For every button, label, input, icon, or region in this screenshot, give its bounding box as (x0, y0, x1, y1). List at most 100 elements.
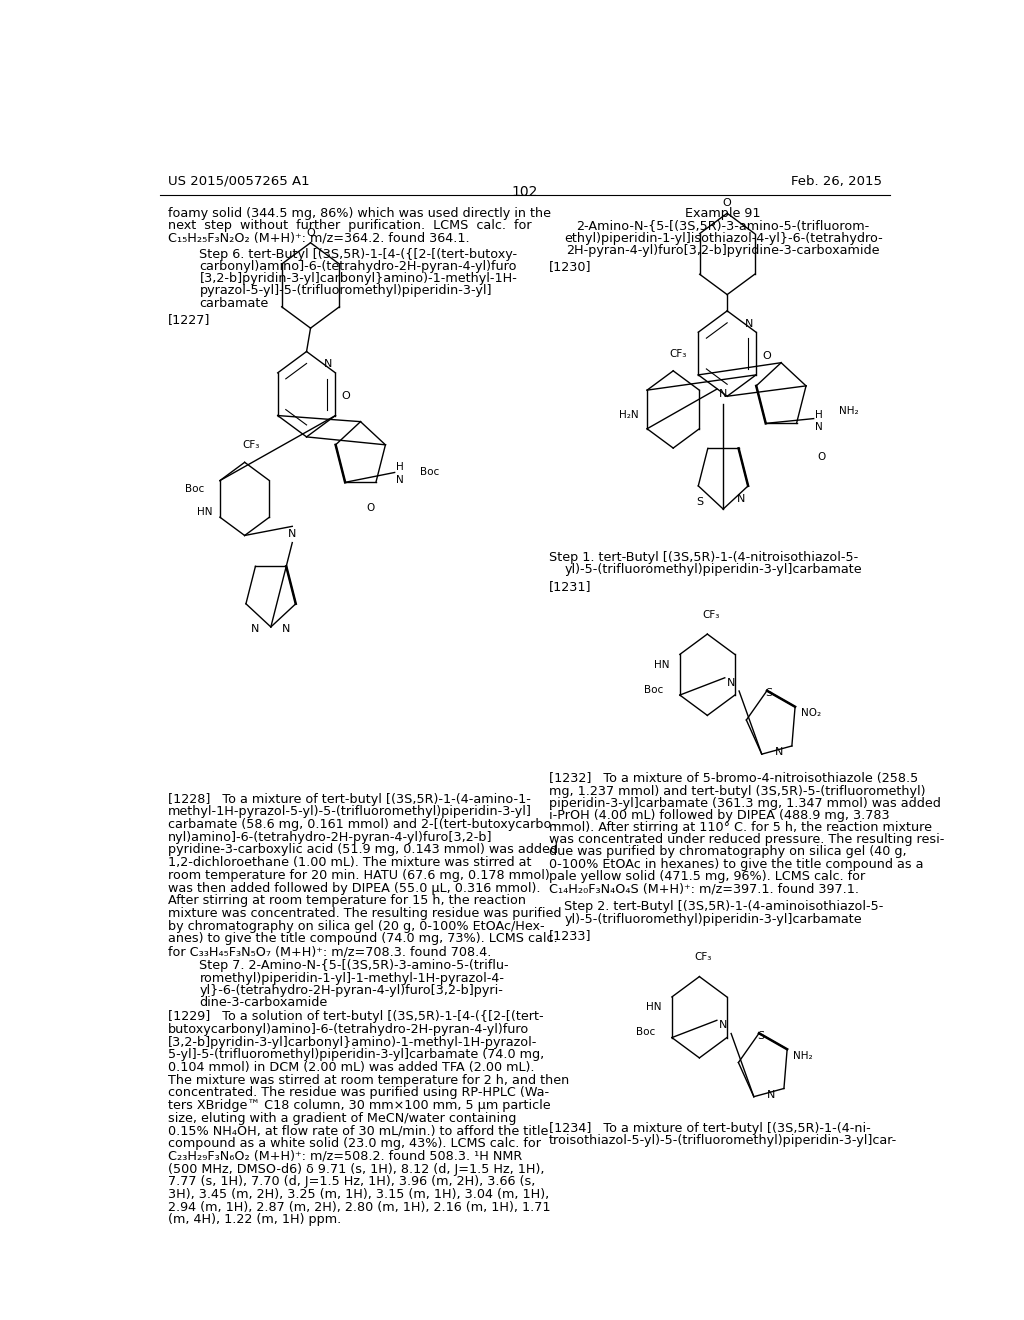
Text: pyridine-3-carboxylic acid (51.9 mg, 0.143 mmol) was added: pyridine-3-carboxylic acid (51.9 mg, 0.1… (168, 843, 558, 857)
Text: (m, 4H), 1.22 (m, 1H) ppm.: (m, 4H), 1.22 (m, 1H) ppm. (168, 1213, 341, 1226)
Text: was then added followed by DIPEA (55.0 μL, 0.316 mmol).: was then added followed by DIPEA (55.0 μ… (168, 882, 541, 895)
Text: US 2015/0057265 A1: US 2015/0057265 A1 (168, 174, 309, 187)
Text: The mixture was stirred at room temperature for 2 h, and then: The mixture was stirred at room temperat… (168, 1073, 569, 1086)
Text: piperidin-3-yl]carbamate (361.3 mg, 1.347 mmol) was added: piperidin-3-yl]carbamate (361.3 mg, 1.34… (549, 797, 940, 809)
Text: HN: HN (653, 660, 670, 669)
Text: [1227]: [1227] (168, 313, 210, 326)
Text: H: H (396, 462, 404, 473)
Text: HN: HN (646, 1002, 662, 1012)
Text: CF₃: CF₃ (243, 440, 260, 450)
Text: size, eluting with a gradient of MeCN/water containing: size, eluting with a gradient of MeCN/wa… (168, 1111, 516, 1125)
Text: Boc: Boc (644, 685, 664, 694)
Text: CF₃: CF₃ (694, 952, 712, 962)
Text: was concentrated under reduced pressure. The resulting resi-: was concentrated under reduced pressure.… (549, 833, 944, 846)
Text: carbamate: carbamate (200, 297, 268, 310)
Text: S: S (696, 498, 703, 507)
Text: romethyl)piperidin-1-yl]-1-methyl-1H-pyrazol-4-: romethyl)piperidin-1-yl]-1-methyl-1H-pyr… (200, 972, 505, 985)
Text: NO₂: NO₂ (801, 709, 821, 718)
Text: NH₂: NH₂ (839, 407, 859, 417)
Text: O: O (817, 453, 825, 462)
Text: Example 91: Example 91 (685, 207, 761, 220)
Text: dine-3-carboxamide: dine-3-carboxamide (200, 995, 328, 1008)
Text: N: N (283, 623, 291, 634)
Text: C₁₅H₂₅F₃N₂O₂ (M+H)⁺: m/z=364.2. found 364.1.: C₁₅H₂₅F₃N₂O₂ (M+H)⁺: m/z=364.2. found 36… (168, 231, 469, 244)
Text: N: N (744, 318, 753, 329)
Text: O: O (723, 198, 731, 209)
Text: [3,2-b]pyridin-3-yl]carbonyl}amino)-1-methyl-1H-: [3,2-b]pyridin-3-yl]carbonyl}amino)-1-me… (200, 272, 517, 285)
Text: concentrated. The residue was purified using RP-HPLC (Wa-: concentrated. The residue was purified u… (168, 1086, 549, 1100)
Text: N: N (815, 421, 823, 432)
Text: 1,2-dichloroethane (1.00 mL). The mixture was stirred at: 1,2-dichloroethane (1.00 mL). The mixtur… (168, 857, 531, 869)
Text: O: O (366, 503, 374, 513)
Text: pale yellow solid (471.5 mg, 96%). LCMS calc. for: pale yellow solid (471.5 mg, 96%). LCMS … (549, 870, 865, 883)
Text: i-PrOH (4.00 mL) followed by DIPEA (488.9 mg, 3.783: i-PrOH (4.00 mL) followed by DIPEA (488.… (549, 809, 889, 822)
Text: yl)-5-(trifluoromethyl)piperidin-3-yl]carbamate: yl)-5-(trifluoromethyl)piperidin-3-yl]ca… (564, 912, 862, 925)
Text: 0-100% EtOAc in hexanes) to give the title compound as a: 0-100% EtOAc in hexanes) to give the tit… (549, 858, 923, 871)
Text: carbonyl)amino]-6-(tetrahydro-2H-pyran-4-yl)furo: carbonyl)amino]-6-(tetrahydro-2H-pyran-4… (200, 260, 517, 273)
Text: for C₃₃H₄₅F₃N₅O₇ (M+H)⁺: m/z=708.3. found 708.4.: for C₃₃H₄₅F₃N₅O₇ (M+H)⁺: m/z=708.3. foun… (168, 945, 492, 958)
Text: ters XBridge™ C18 column, 30 mm×100 mm, 5 μm particle: ters XBridge™ C18 column, 30 mm×100 mm, … (168, 1100, 550, 1111)
Text: S: S (765, 688, 772, 698)
Text: Step 2. tert-Butyl [(3S,5R)-1-(4-aminoisothiazol-5-: Step 2. tert-Butyl [(3S,5R)-1-(4-aminois… (564, 900, 884, 913)
Text: Feb. 26, 2015: Feb. 26, 2015 (791, 174, 882, 187)
Text: Boc: Boc (185, 483, 204, 494)
Text: Boc: Boc (637, 1027, 655, 1038)
Text: carbamate (58.6 mg, 0.161 mmol) and 2-[(tert-butoxycarbo-: carbamate (58.6 mg, 0.161 mmol) and 2-[(… (168, 818, 556, 832)
Text: [3,2-b]pyridin-3-yl]carbonyl}amino)-1-methyl-1H-pyrazol-: [3,2-b]pyridin-3-yl]carbonyl}amino)-1-me… (168, 1036, 537, 1048)
Text: Boc: Boc (420, 467, 439, 478)
Text: N: N (719, 1020, 727, 1031)
Text: 5-yl]-5-(trifluoromethyl)piperidin-3-yl]carbamate (74.0 mg,: 5-yl]-5-(trifluoromethyl)piperidin-3-yl]… (168, 1048, 544, 1061)
Text: CF₃: CF₃ (702, 610, 720, 620)
Text: room temperature for 20 min. HATU (67.6 mg, 0.178 mmol): room temperature for 20 min. HATU (67.6 … (168, 869, 550, 882)
Text: N: N (396, 475, 404, 484)
Text: [1233]: [1233] (549, 929, 591, 942)
Text: pyrazol-5-yl]-5-(trifluoromethyl)piperidin-3-yl]: pyrazol-5-yl]-5-(trifluoromethyl)piperid… (200, 284, 492, 297)
Text: N: N (767, 1089, 775, 1100)
Text: N: N (737, 494, 745, 504)
Text: C₁₄H₂₀F₃N₄O₄S (M+H)⁺: m/z=397.1. found 397.1.: C₁₄H₂₀F₃N₄O₄S (M+H)⁺: m/z=397.1. found 3… (549, 882, 858, 895)
Text: [1231]: [1231] (549, 581, 591, 593)
Text: 2-Amino-N-{5-[(3S,5R)-3-amino-5-(trifluorom-: 2-Amino-N-{5-[(3S,5R)-3-amino-5-(trifluo… (577, 219, 869, 232)
Text: by chromatography on silica gel (20 g, 0-100% EtOAc/Hex-: by chromatography on silica gel (20 g, 0… (168, 920, 545, 933)
Text: 102: 102 (512, 185, 538, 199)
Text: compound as a white solid (23.0 mg, 43%). LCMS calc. for: compound as a white solid (23.0 mg, 43%)… (168, 1138, 541, 1150)
Text: O: O (762, 351, 771, 360)
Text: N: N (774, 747, 783, 758)
Text: N: N (324, 359, 333, 370)
Text: 0.15% NH₄OH, at flow rate of 30 mL/min.) to afford the title: 0.15% NH₄OH, at flow rate of 30 mL/min.)… (168, 1125, 548, 1138)
Text: After stirring at room temperature for 15 h, the reaction: After stirring at room temperature for 1… (168, 894, 525, 907)
Text: Step 1. tert-Butyl [(3S,5R)-1-(4-nitroisothiazol-5-: Step 1. tert-Butyl [(3S,5R)-1-(4-nitrois… (549, 550, 858, 564)
Text: 0.104 mmol) in DCM (2.00 mL) was added TFA (2.00 mL).: 0.104 mmol) in DCM (2.00 mL) was added T… (168, 1061, 535, 1074)
Text: 3H), 3.45 (m, 2H), 3.25 (m, 1H), 3.15 (m, 1H), 3.04 (m, 1H),: 3H), 3.45 (m, 2H), 3.25 (m, 1H), 3.15 (m… (168, 1188, 549, 1201)
Text: N: N (288, 529, 297, 540)
Text: troisothiazol-5-yl)-5-(trifluoromethyl)piperidin-3-yl]car-: troisothiazol-5-yl)-5-(trifluoromethyl)p… (549, 1134, 897, 1147)
Text: mixture was concentrated. The resulting residue was purified: mixture was concentrated. The resulting … (168, 907, 561, 920)
Text: mmol). After stirring at 110° C. for 5 h, the reaction mixture: mmol). After stirring at 110° C. for 5 h… (549, 821, 932, 834)
Text: ethyl)piperidin-1-yl]isothiazol-4-yl}-6-(tetrahydro-: ethyl)piperidin-1-yl]isothiazol-4-yl}-6-… (564, 231, 883, 244)
Text: 7.77 (s, 1H), 7.70 (d, J=1.5 Hz, 1H), 3.96 (m, 2H), 3.66 (s,: 7.77 (s, 1H), 7.70 (d, J=1.5 Hz, 1H), 3.… (168, 1175, 536, 1188)
Text: [1234]   To a mixture of tert-butyl [(3S,5R)-1-(4-ni-: [1234] To a mixture of tert-butyl [(3S,5… (549, 1122, 870, 1135)
Text: mg, 1.237 mmol) and tert-butyl (3S,5R)-5-(trifluoromethyl): mg, 1.237 mmol) and tert-butyl (3S,5R)-5… (549, 784, 925, 797)
Text: (500 MHz, DMSO-d6) δ 9.71 (s, 1H), 8.12 (d, J=1.5 Hz, 1H),: (500 MHz, DMSO-d6) δ 9.71 (s, 1H), 8.12 … (168, 1163, 544, 1176)
Text: anes) to give the title compound (74.0 mg, 73%). LCMS calc.: anes) to give the title compound (74.0 m… (168, 932, 557, 945)
Text: Step 6. tert-Butyl [(3S,5R)-1-[4-({[2-[(tert-butoxy-: Step 6. tert-Butyl [(3S,5R)-1-[4-({[2-[(… (200, 248, 517, 261)
Text: C₂₃H₂₉F₃N₆O₂ (M+H)⁺: m/z=508.2. found 508.3. ¹H NMR: C₂₃H₂₉F₃N₆O₂ (M+H)⁺: m/z=508.2. found 50… (168, 1150, 522, 1163)
Text: 2.94 (m, 1H), 2.87 (m, 2H), 2.80 (m, 1H), 2.16 (m, 1H), 1.71: 2.94 (m, 1H), 2.87 (m, 2H), 2.80 (m, 1H)… (168, 1201, 550, 1213)
Text: H: H (815, 409, 823, 420)
Text: [1230]: [1230] (549, 260, 591, 273)
Text: butoxycarbonyl)amino]-6-(tetrahydro-2H-pyran-4-yl)furo: butoxycarbonyl)amino]-6-(tetrahydro-2H-p… (168, 1023, 529, 1036)
Text: O: O (306, 227, 315, 238)
Text: HN: HN (197, 507, 212, 517)
Text: foamy solid (344.5 mg, 86%) which was used directly in the: foamy solid (344.5 mg, 86%) which was us… (168, 207, 551, 220)
Text: N: N (251, 623, 259, 634)
Text: S: S (757, 1031, 764, 1041)
Text: 2H-pyran-4-yl)furo[3,2-b]pyridine-3-carboxamide: 2H-pyran-4-yl)furo[3,2-b]pyridine-3-carb… (566, 244, 880, 257)
Text: O: O (341, 391, 350, 401)
Text: due was purified by chromatography on silica gel (40 g,: due was purified by chromatography on si… (549, 846, 906, 858)
Text: [1228]   To a mixture of tert-butyl [(3S,5R)-1-(4-amino-1-: [1228] To a mixture of tert-butyl [(3S,5… (168, 792, 530, 805)
Text: yl)-5-(trifluoromethyl)piperidin-3-yl]carbamate: yl)-5-(trifluoromethyl)piperidin-3-yl]ca… (564, 562, 862, 576)
Text: N: N (727, 678, 735, 688)
Text: CF₃: CF₃ (670, 348, 687, 359)
Text: [1229]   To a solution of tert-butyl [(3S,5R)-1-[4-({[2-[(tert-: [1229] To a solution of tert-butyl [(3S,… (168, 1010, 544, 1023)
Text: nyl)amino]-6-(tetrahydro-2H-pyran-4-yl)furo[3,2-b]: nyl)amino]-6-(tetrahydro-2H-pyran-4-yl)f… (168, 830, 493, 843)
